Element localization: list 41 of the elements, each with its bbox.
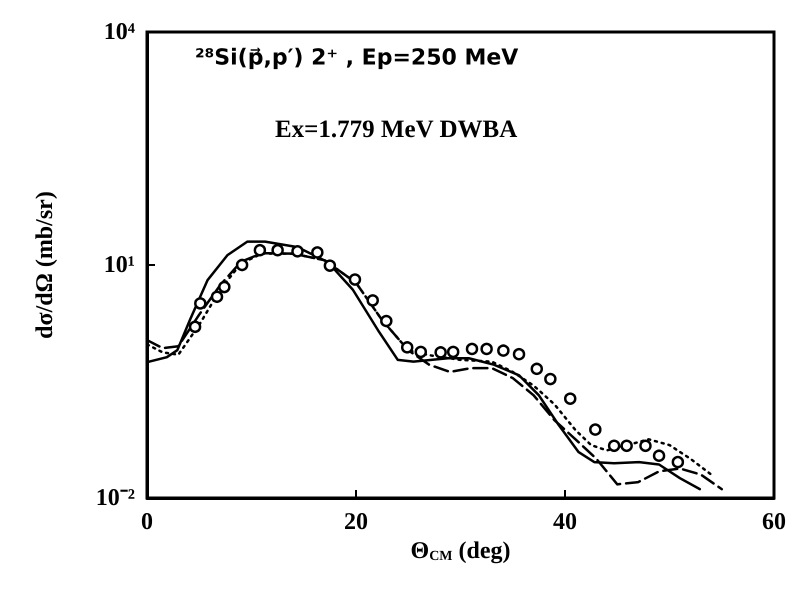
point <box>218 280 231 294</box>
point <box>446 346 460 358</box>
point <box>414 346 428 358</box>
point <box>194 297 207 310</box>
x-axis-title: ΘCM (deg) <box>410 538 510 564</box>
point <box>530 362 544 376</box>
point <box>480 342 493 356</box>
text: Ex=1.779 MeV DWBA <box>275 116 518 143</box>
x-tick-label: 20 <box>344 509 368 535</box>
point <box>564 392 576 405</box>
point <box>652 449 666 462</box>
point <box>620 440 633 452</box>
point <box>512 348 526 360</box>
x-tick-label: 0 <box>141 509 153 535</box>
point <box>366 294 379 307</box>
y-tick-label: 10⁴ <box>104 19 135 45</box>
point <box>188 320 202 334</box>
point <box>210 290 224 304</box>
y-axis-title: dσ/dΩ (mb/sr) <box>32 191 58 339</box>
point <box>348 273 362 286</box>
y-tick-label: 10¹ <box>104 252 135 278</box>
point <box>236 258 248 272</box>
point <box>254 244 266 256</box>
point <box>380 314 393 328</box>
point <box>271 244 284 256</box>
point <box>639 440 652 452</box>
point <box>497 344 510 357</box>
point <box>544 372 557 386</box>
y-tick-label: 10⁻² <box>96 485 135 511</box>
point <box>324 259 336 272</box>
point <box>608 440 620 452</box>
point <box>466 342 478 356</box>
point <box>672 456 684 468</box>
text: ²⁸Si(p⃗,p′) 2⁺ , Ep=250 MeV <box>195 46 518 70</box>
x-tick-label: 60 <box>762 509 786 535</box>
point <box>311 246 324 259</box>
point <box>589 423 602 436</box>
x-tick-label: 40 <box>553 509 577 535</box>
point <box>400 341 414 354</box>
point <box>291 245 304 258</box>
point <box>434 346 447 359</box>
